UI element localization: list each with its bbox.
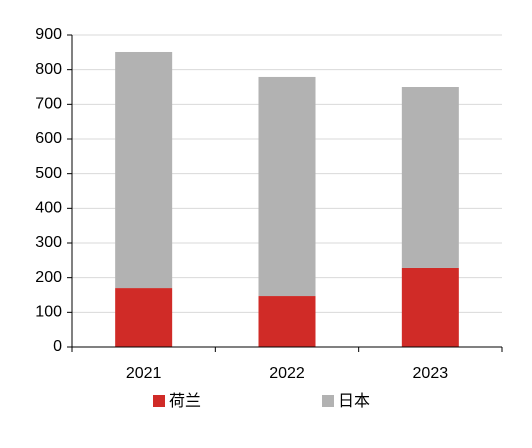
legend-swatch (322, 395, 334, 407)
y-tick-label: 500 (35, 165, 62, 182)
bar-segment (258, 296, 316, 347)
bar-segment (401, 267, 459, 347)
y-tick-label: 400 (35, 200, 62, 217)
bar-segment (401, 87, 459, 268)
y-tick-label: 300 (35, 234, 62, 251)
bar-segment (258, 76, 316, 297)
legend-label: 荷兰 (169, 392, 201, 410)
y-tick-label: 700 (35, 96, 62, 113)
legend-label: 日本 (338, 392, 370, 410)
bar-segment (115, 51, 173, 289)
x-tick-label: 2021 (126, 365, 162, 382)
y-tick-label: 0 (53, 338, 62, 355)
bar-segment (115, 288, 173, 347)
y-tick-label: 600 (35, 130, 62, 147)
x-tick-label: 2022 (269, 365, 305, 382)
x-tick-label: 2023 (413, 365, 449, 382)
y-tick-label: 800 (35, 61, 62, 78)
y-tick-label: 200 (35, 269, 62, 286)
legend-swatch (153, 395, 165, 407)
y-tick-label: 100 (35, 304, 62, 321)
y-tick-label: 900 (35, 26, 62, 43)
